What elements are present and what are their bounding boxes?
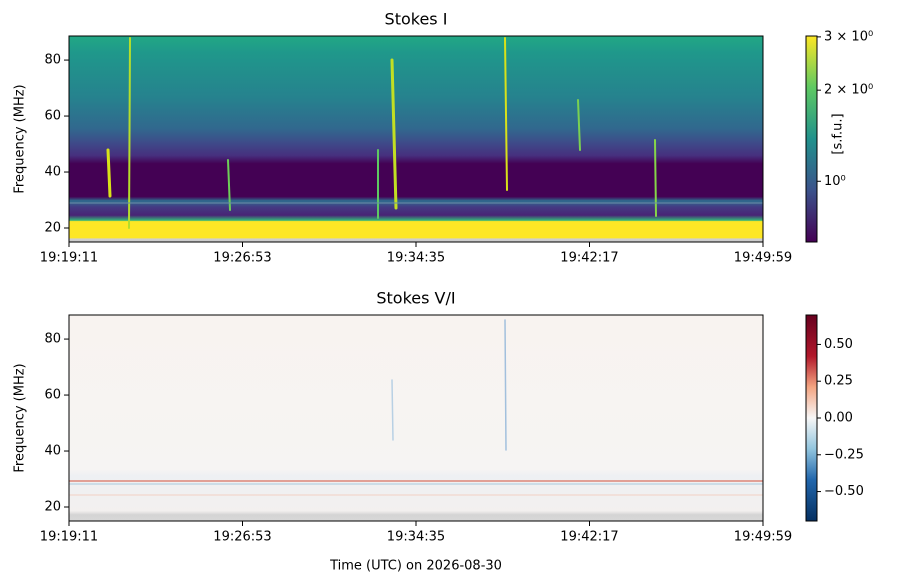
- colorbar-tick-label: 0.25: [824, 374, 853, 389]
- y-tick-label: 20: [44, 500, 61, 515]
- heatmap: [69, 315, 763, 521]
- colorbar-tick-label: −0.50: [824, 484, 864, 499]
- streak: [654, 139, 657, 217]
- x-tick-label: 19:49:59: [734, 251, 792, 266]
- streak: [106, 148, 112, 198]
- y-tick-label: 40: [44, 165, 61, 180]
- x-axis-label: Time (UTC) on 2026-08-30: [329, 559, 502, 574]
- y-axis-label: Frequency (MHz): [13, 363, 28, 472]
- x-tick-label: 19:26:53: [213, 251, 271, 266]
- y-axis-label: Frequency (MHz): [13, 84, 28, 193]
- plots: [69, 36, 763, 521]
- colorbar: [805, 35, 818, 243]
- x-tick-label: 19:26:53: [213, 530, 271, 545]
- colorbar-tick-label: −0.25: [824, 447, 864, 462]
- x-tick-label: 19:34:35: [387, 530, 445, 545]
- y-tick-label: 60: [44, 388, 61, 403]
- burst-streaks: [69, 37, 763, 496]
- y-tick-label: 60: [44, 109, 61, 124]
- x-tick-label: 19:42:17: [560, 530, 618, 545]
- streak: [390, 58, 398, 210]
- colorbar-tick-label: 2 × 10⁰: [824, 83, 873, 98]
- colorbar-tick-label: 10⁰: [824, 174, 846, 189]
- y-tick-label: 80: [44, 53, 61, 68]
- x-tick-label: 19:19:11: [40, 530, 98, 545]
- streak: [128, 37, 131, 229]
- colorbar-label: [s.f.u.]: [831, 113, 846, 154]
- streak: [227, 159, 231, 211]
- y-tick-label: 20: [44, 221, 61, 236]
- streak: [504, 37, 508, 191]
- streak: [577, 99, 581, 151]
- x-tick-label: 19:19:11: [40, 251, 98, 266]
- heatmap: [69, 36, 763, 242]
- colorbar-tick-label: 0.50: [824, 337, 853, 352]
- colorbar: [805, 314, 818, 522]
- plot-title: Stokes V/I: [376, 289, 455, 308]
- streak: [504, 319, 507, 451]
- streak: [391, 379, 394, 441]
- colorbar-tick-label: 0.00: [824, 411, 853, 426]
- x-tick-label: 19:34:35: [387, 251, 445, 266]
- plot-title: Stokes I: [385, 10, 448, 29]
- y-tick-label: 80: [44, 332, 61, 347]
- y-tick-label: 40: [44, 444, 61, 459]
- x-tick-label: 19:42:17: [560, 251, 618, 266]
- colorbar-tick-label: 3 × 10⁰: [824, 29, 873, 44]
- axes: Stokes I Frequency (MHz) 19:19:11 19:26:53 1…: [13, 10, 874, 574]
- x-tick-label: 19:49:59: [734, 530, 792, 545]
